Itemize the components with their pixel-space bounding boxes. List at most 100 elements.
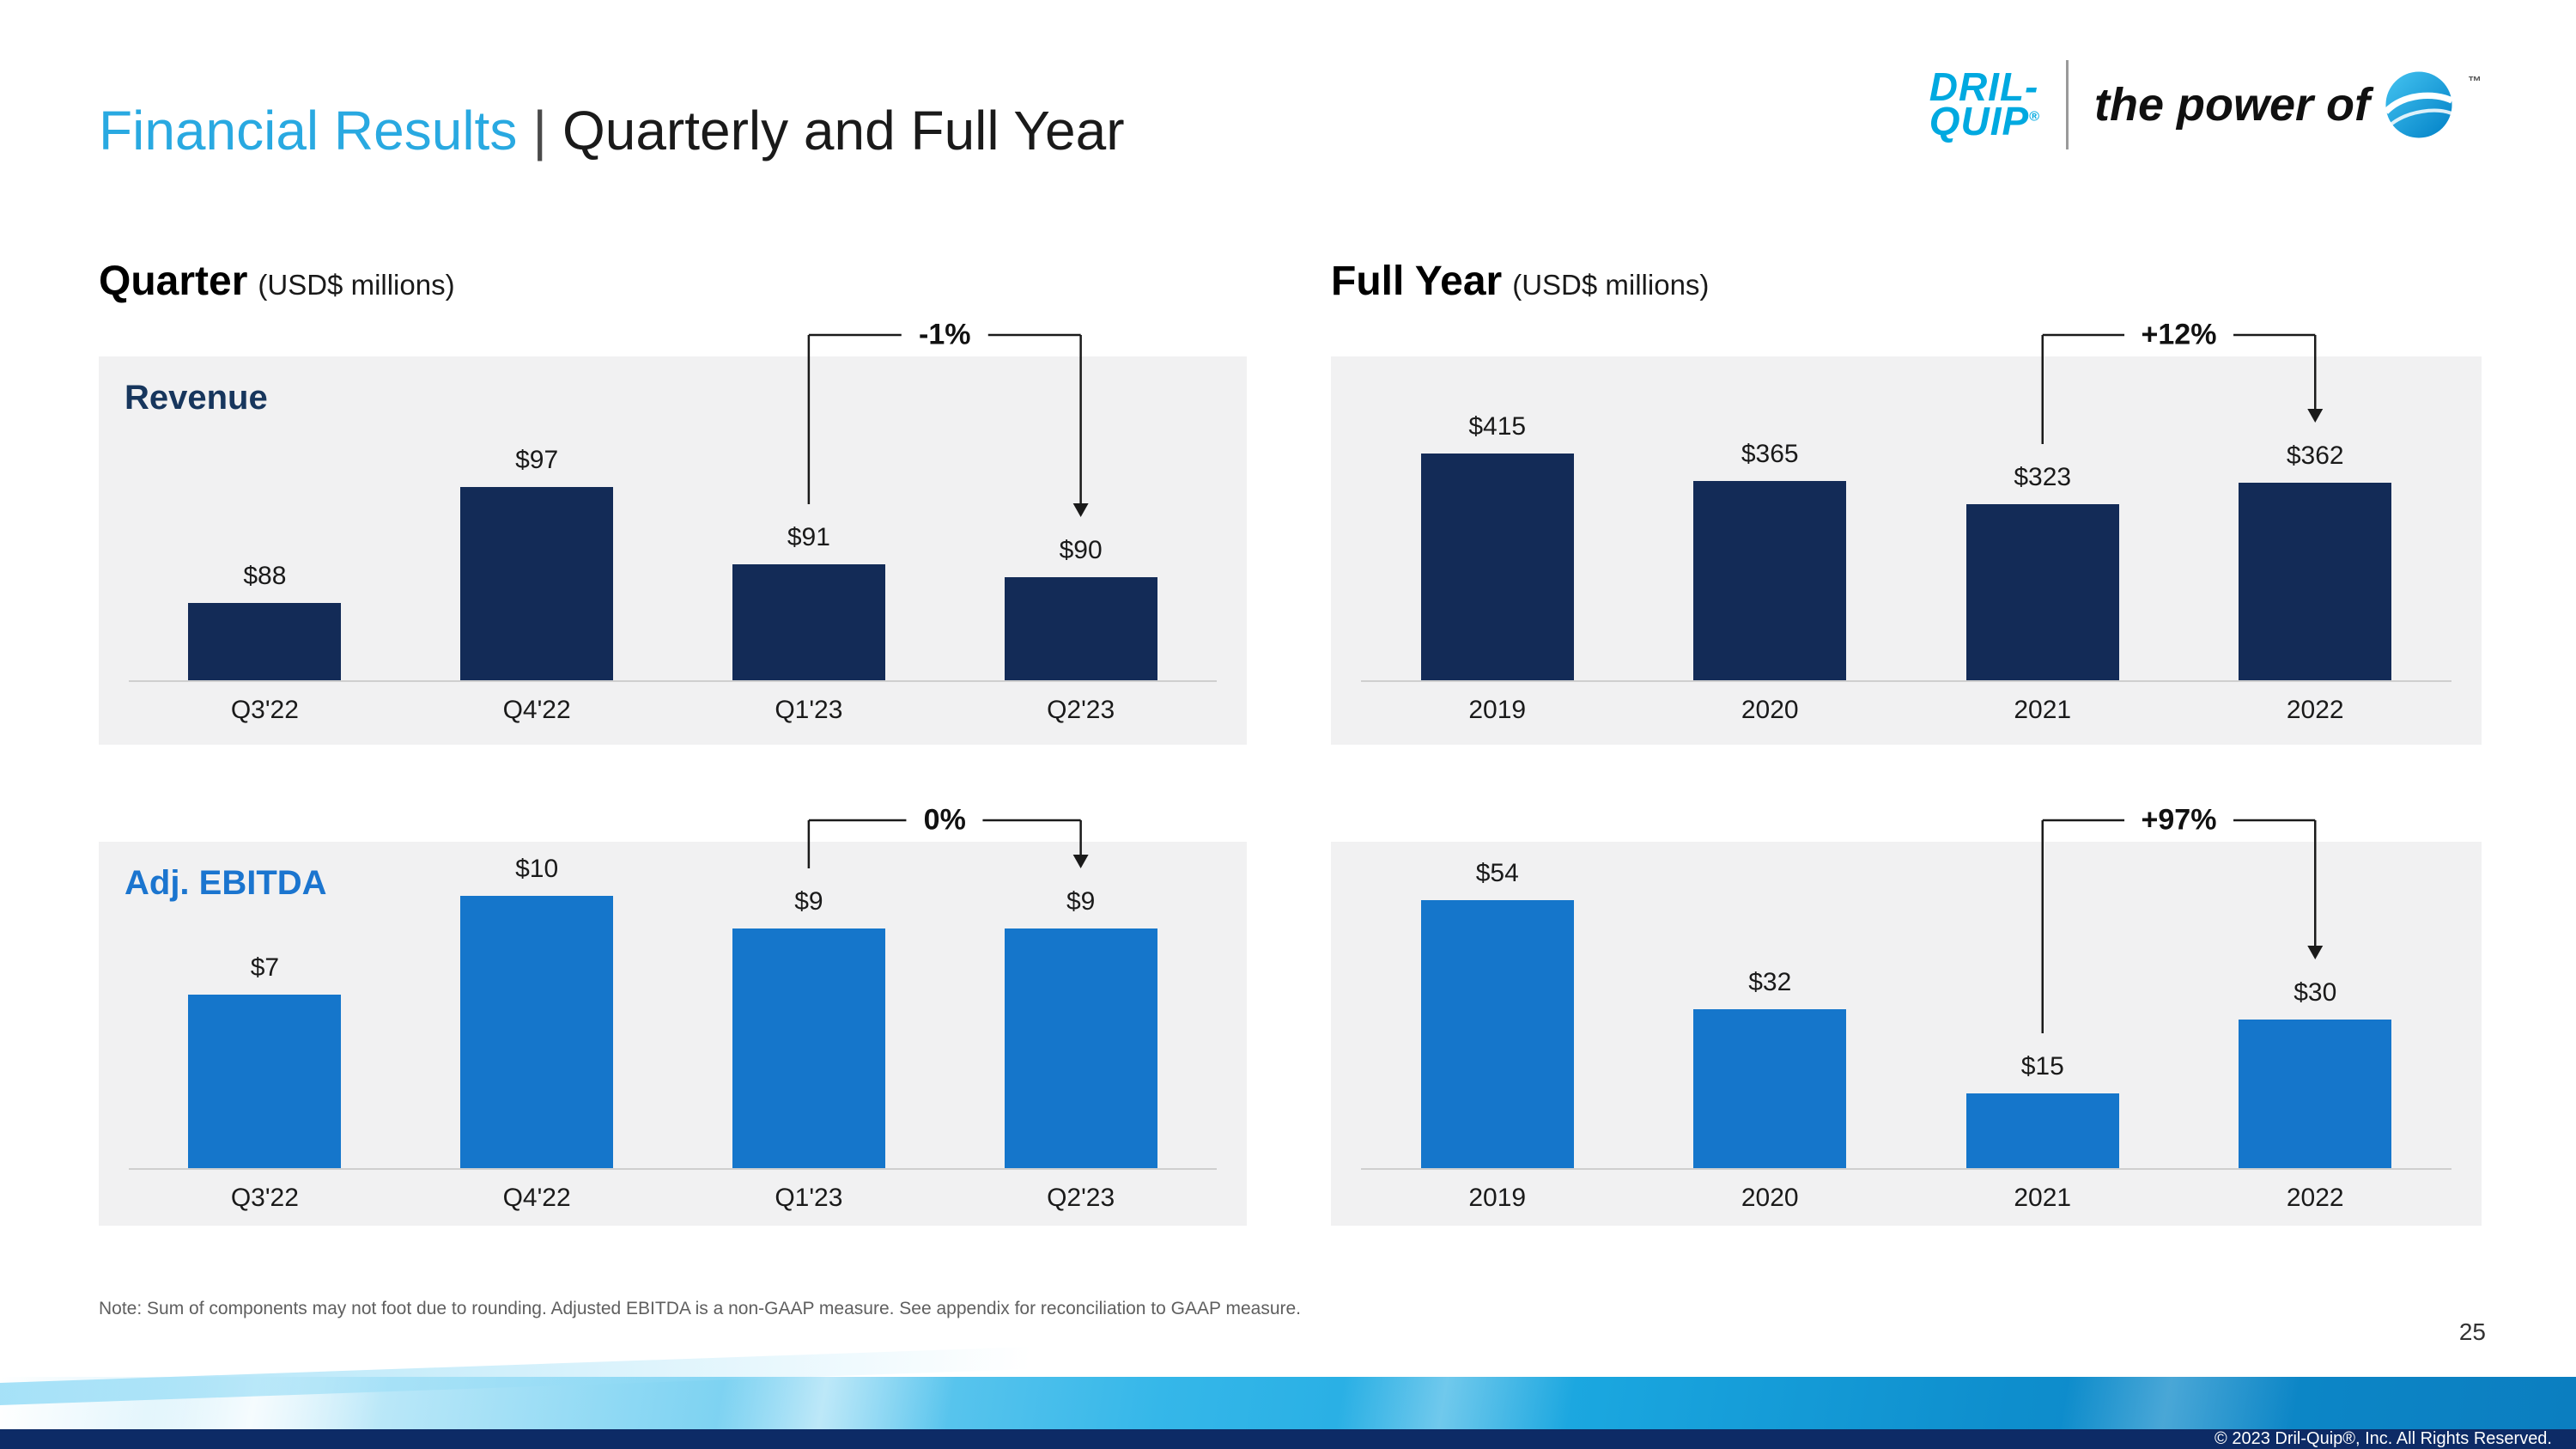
bar-category-label: 2019 [1468,696,1527,724]
bar-category-label: 2019 [1468,1184,1527,1212]
bar-value-label: $88 [243,562,287,590]
bar-value-label: $97 [515,446,559,474]
footer-swoosh-graphic [0,1377,2576,1429]
bar-category-label: 2020 [1741,1184,1799,1212]
bar-slot: $90 Q2'23 [945,448,1217,724]
bar-2022 [2239,483,2392,680]
registered-mark: ® [2029,109,2040,125]
bar-2021 [1965,1093,2119,1168]
brand-area: DRIL- QUIP® the power of ™ [1929,53,2482,156]
power-of-sphere-icon [2384,71,2454,138]
section-header-full-year: Full Year (USD$ millions) [1331,258,1709,305]
bar-Q2'23 [1004,928,1157,1168]
bar-2020 [1693,481,1847,680]
bar-Q2'23 [1004,577,1157,680]
bar-2019 [1420,900,1574,1168]
bar-value-label: $54 [1475,859,1519,887]
bar-slot: $323 2021 [1906,435,2179,724]
chart-panel-quarter-adj-ebitda: Adj. EBITDA $7 Q3'22 $10 Q4'22 $9 Q1'23 $9 Q2'2… [99,842,1247,1226]
bar-slot: $30 2022 [2179,886,2452,1212]
bar-slot: $32 2020 [1634,886,1907,1212]
bar-slot: $9 Q1'23 [673,883,945,1212]
footer-copyright-bar: © 2023 Dril-Quip®, Inc. All Rights Reser… [0,1429,2576,1449]
bar-category-label: Q3'22 [230,1184,299,1212]
footnote: Note: Sum of components may not foot due… [99,1299,1302,1318]
bar-category-label: Q4'22 [502,1184,571,1212]
footer-band: © 2023 Dril-Quip®, Inc. All Rights Reser… [0,1377,2576,1449]
chart-panel-full-year-adj-ebitda: $54 2019 $32 2020 $15 2021 $30 2022 [1331,842,2482,1226]
dril-quip-logo: DRIL- QUIP® [1929,64,2040,143]
bar-slot: $97 Q4'22 [401,446,673,724]
bar-slot: $9 Q2'23 [945,883,1217,1212]
bar-slot: $10 Q4'22 [401,855,673,1212]
bar-category-label: Q1'23 [775,1184,843,1212]
bar-category-label: Q4'22 [502,696,571,724]
bar-value-label: $365 [1741,440,1799,468]
bar-slot: $91 Q1'23 [673,448,945,724]
bar-category-label: 2022 [2286,696,2344,724]
bar-2020 [1693,1009,1847,1168]
copyright-text: © 2023 Dril-Quip®, Inc. All Rights Reser… [2215,1429,2552,1448]
bar-value-label: $9 [794,887,823,916]
page-number: 25 [2458,1318,2486,1345]
page-title-accent: Financial Results [99,99,518,161]
dril-quip-logo-line2: QUIP® [1929,99,2040,143]
bar-plot: $415 2019 $365 2020 $323 2021 $362 2022 [1361,412,2452,724]
bar-value-label: $15 [2020,1052,2064,1081]
bar-slot: $415 2019 [1361,412,1634,724]
chart-title-adj-ebitda: Adj. EBITDA [125,864,327,902]
bar-plot: $54 2019 $32 2020 $15 2021 $30 2022 [1361,859,2452,1212]
page-title-separator: | [532,99,547,161]
bar-category-label: Q3'22 [230,696,299,724]
chart-title-revenue: Revenue [125,379,268,417]
bar-value-label: $32 [1748,968,1792,996]
bar-slot: $15 2021 [1906,886,2179,1212]
section-title: Quarter [99,259,248,304]
chart-panel-full-year-revenue: $415 2019 $365 2020 $323 2021 $362 2022 [1331,356,2482,745]
bar-value-label: $9 [1066,887,1096,916]
bar-slot: $54 2019 [1361,859,1634,1212]
dril-quip-logo-line1: DRIL- [1929,64,2039,110]
bar-category-label: 2021 [2014,696,2072,724]
bar-Q1'23 [732,564,885,680]
bar-category-label: Q2'23 [1047,1184,1115,1212]
bar-Q3'22 [188,603,342,680]
bar-Q3'22 [188,995,342,1168]
annotation-label-quarter-adj-ebitda: 0% [906,801,983,839]
bar-Q1'23 [732,928,885,1168]
brand-divider [2066,60,2069,149]
page-title-rest: Quarterly and Full Year [562,99,1125,161]
section-header-quarter: Quarter (USD$ millions) [99,258,455,305]
bar-category-label: Q2'23 [1047,696,1115,724]
bar-value-label: $10 [515,855,559,883]
annotation-label-full-year-adj-ebitda: +97% [2123,801,2234,839]
bar-value-label: $91 [787,523,830,551]
bar-2021 [1965,504,2119,680]
tagline-text: the power of [2094,79,2370,131]
section-subtitle: (USD$ millions) [1512,269,1710,301]
bar-value-label: $30 [2293,978,2337,1007]
bar-2022 [2239,1020,2392,1168]
trademark-mark: ™ [2468,75,2482,89]
annotation-label-full-year-revenue: +12% [2123,316,2234,354]
bar-value-label: $415 [1468,412,1527,441]
bar-slot: $88 Q3'22 [129,448,401,724]
bar-Q4'22 [460,896,614,1168]
bar-value-label: $90 [1059,536,1103,564]
bar-slot: $362 2022 [2179,435,2452,724]
bar-category-label: 2022 [2286,1184,2344,1212]
bar-plot: $7 Q3'22 $10 Q4'22 $9 Q1'23 $9 Q2'23 [129,855,1217,1212]
annotation-label-quarter-revenue: -1% [902,316,988,354]
bar-slot: $365 2020 [1634,435,1907,724]
page-title: Financial Results | Quarterly and Full Yea… [99,99,1125,162]
bar-value-label: $7 [250,953,280,982]
bar-value-label: $362 [2286,441,2344,470]
bar-plot: $88 Q3'22 $97 Q4'22 $91 Q1'23 $90 Q2'23 [129,446,1217,724]
section-title: Full Year [1331,259,1503,304]
bar-slot: $7 Q3'22 [129,883,401,1212]
bar-Q4'22 [460,487,614,680]
bar-category-label: Q1'23 [775,696,843,724]
bar-2019 [1420,454,1574,680]
chart-panel-quarter-revenue: Revenue $88 Q3'22 $97 Q4'22 $91 Q1'23 $90 Q2'23 [99,356,1247,745]
